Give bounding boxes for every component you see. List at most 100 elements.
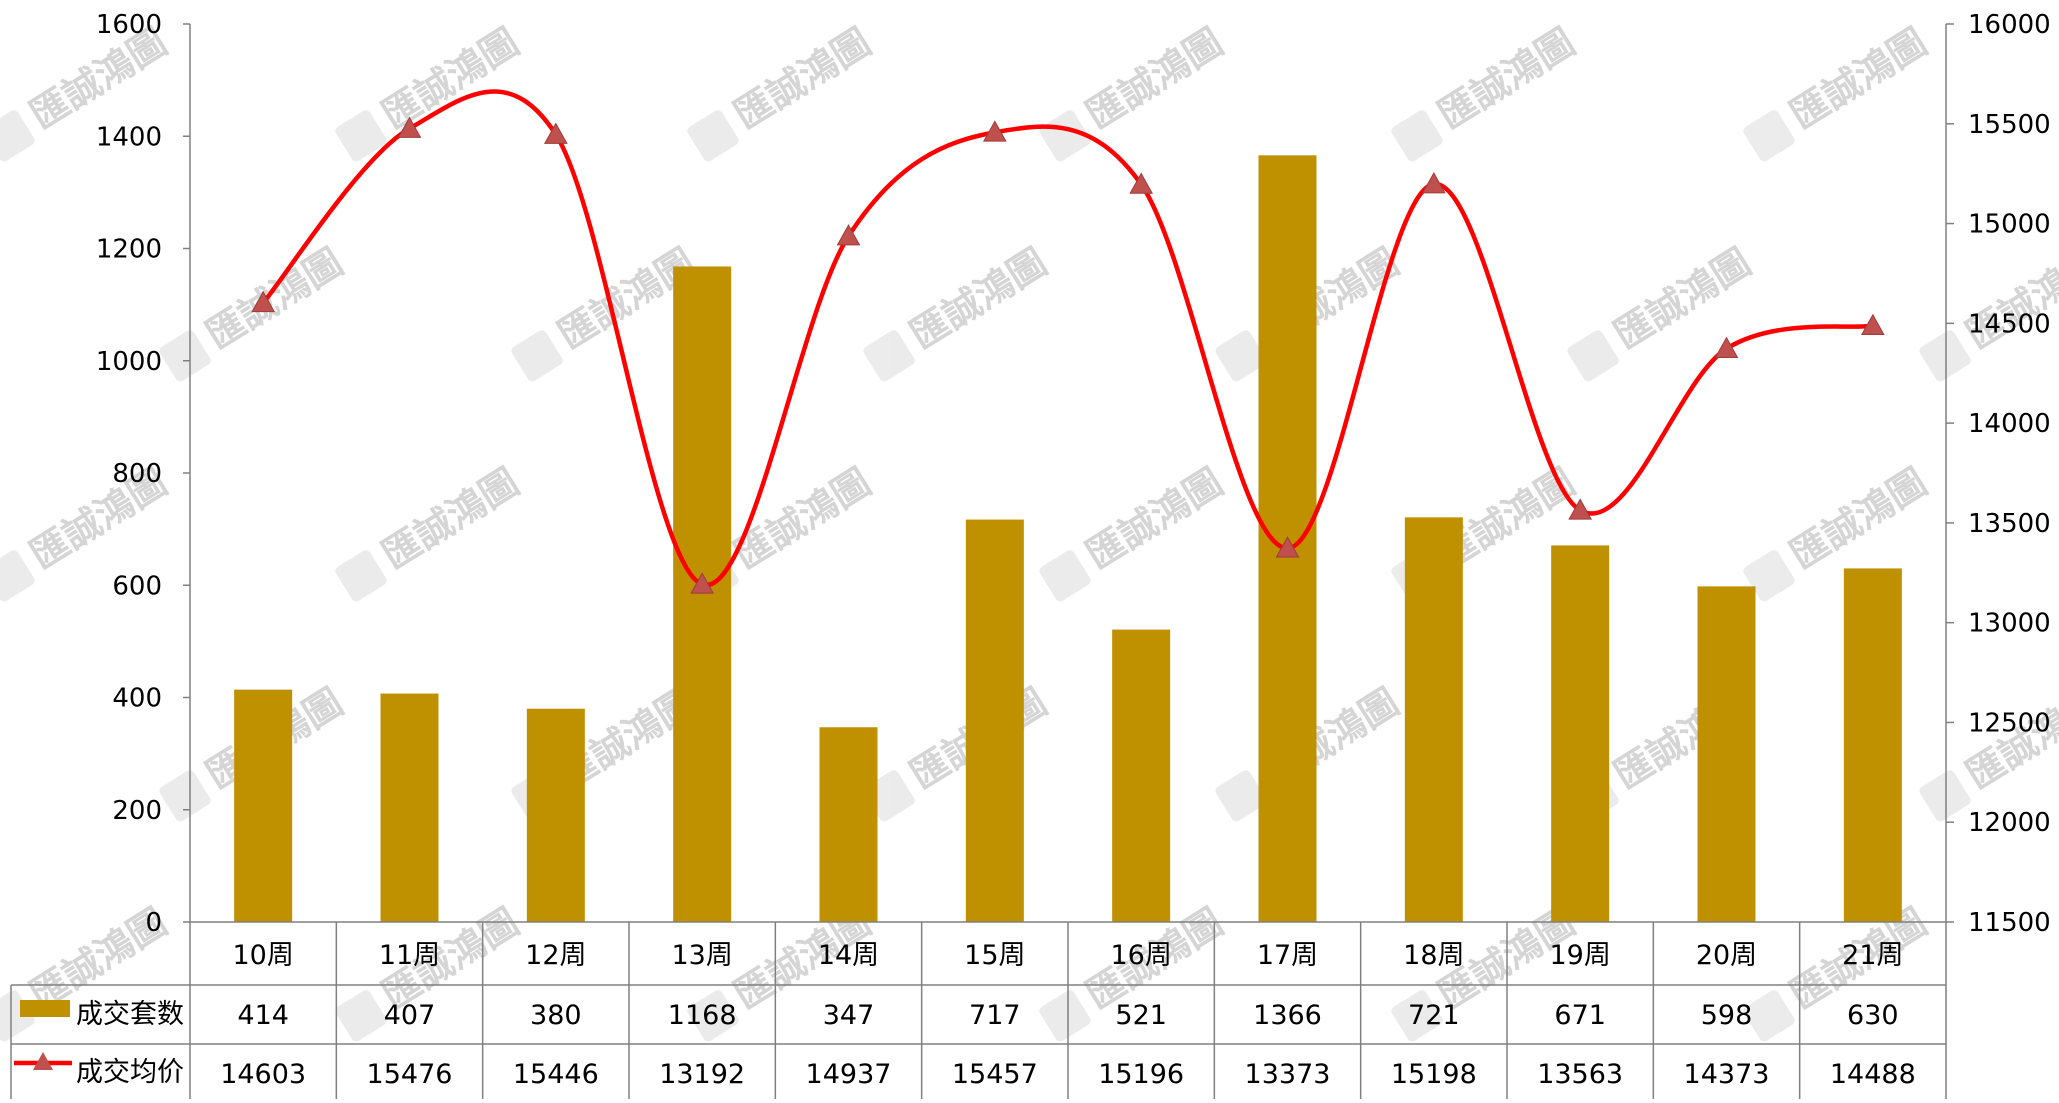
bar-11周	[380, 693, 439, 922]
price-marker-14周	[836, 224, 861, 246]
left-tick-label: 1400	[96, 122, 162, 152]
price-marker-15周	[982, 120, 1007, 142]
watermark-logo	[335, 550, 387, 602]
watermark: 匯誠鴻圖	[1743, 460, 1935, 602]
bar-value-label: 630	[1847, 1000, 1899, 1031]
right-tick-label: 16000	[1968, 10, 2051, 40]
bar-16周	[1112, 629, 1171, 922]
watermark-text: 匯誠鴻圖	[1078, 20, 1230, 138]
bar-value-label: 1366	[1253, 1000, 1322, 1031]
category-label-14周: 14周	[818, 940, 879, 971]
right-tick-label: 14000	[1968, 409, 2051, 439]
watermark-text: 匯誠鴻圖	[1430, 20, 1582, 138]
right-tick-label: 15500	[1968, 110, 2051, 140]
right-tick-label: 14500	[1968, 309, 2051, 339]
bar-13周	[673, 266, 732, 923]
watermark: 匯誠鴻圖	[1039, 20, 1231, 162]
price-value-label: 14373	[1684, 1059, 1770, 1090]
left-tick-label: 1200	[96, 235, 162, 265]
watermark-logo	[1567, 330, 1619, 382]
bar-14周	[819, 727, 878, 922]
watermark-text: 匯誠鴻圖	[374, 460, 526, 578]
price-marker-17周	[1275, 536, 1300, 558]
line-series	[251, 89, 1885, 594]
price-marker-10周	[251, 290, 276, 313]
watermark: 匯誠鴻圖	[863, 240, 1055, 382]
watermark-text: 匯誠鴻圖	[374, 20, 526, 138]
watermark-logo	[1919, 770, 1971, 822]
bar-15周	[965, 519, 1024, 922]
axes: 0 200 400 600 800 1000 1200 1400 1600 11500 12000 1…	[96, 10, 2051, 938]
bar-value-label: 521	[1115, 1000, 1167, 1031]
bar-value-label: 407	[384, 1000, 436, 1031]
watermark-text: 匯誠鴻圖	[902, 240, 1054, 358]
watermark-logo	[687, 990, 739, 1042]
watermark: 匯誠鴻圖	[1039, 460, 1231, 602]
right-tick-label: 12000	[1968, 808, 2051, 838]
watermark-text: 匯誠鴻圖	[198, 240, 350, 358]
bar-21周	[1843, 568, 1902, 922]
price-value-label: 14488	[1830, 1059, 1916, 1090]
watermark-logo	[1039, 550, 1091, 602]
watermark-logo	[1039, 990, 1091, 1042]
price-value-label: 14603	[220, 1059, 306, 1090]
watermark: 匯誠鴻圖	[1391, 20, 1583, 162]
bar-value-label: 598	[1701, 1000, 1753, 1031]
bar-value-label: 721	[1408, 1000, 1460, 1031]
legend-bar-label: 成交套数	[76, 999, 184, 1030]
watermark-text: 匯誠鴻圖	[1078, 460, 1230, 578]
price-marker-16周	[1129, 172, 1154, 194]
right-tick-label: 13000	[1968, 609, 2051, 639]
bar-18周	[1404, 517, 1463, 922]
watermark: 匯誠鴻圖	[1567, 240, 1759, 382]
bar-value-label: 380	[530, 1000, 582, 1031]
watermark-logo	[1743, 990, 1795, 1042]
data-table: 10周 11周 12周 13周 14周 15周 16周 17周 18周 19周 20周 21周成交套数…	[10, 921, 1947, 1099]
watermark-logo	[1743, 550, 1795, 602]
category-label-13周: 13周	[671, 940, 732, 971]
watermark-logo	[159, 770, 211, 822]
bar-20周	[1697, 586, 1756, 922]
watermark: 匯誠鴻圖	[687, 20, 879, 162]
price-marker-12周	[543, 122, 568, 144]
left-tick-label: 200	[112, 796, 162, 826]
category-label-19周: 19周	[1549, 940, 1610, 971]
watermark-logo	[863, 330, 915, 382]
watermark-text: 匯誠鴻圖	[1958, 240, 2059, 358]
watermark-logo	[1039, 110, 1091, 162]
category-label-17周: 17周	[1257, 940, 1318, 971]
watermark-logo	[335, 990, 387, 1042]
watermark-text: 匯誠鴻圖	[1782, 460, 1934, 578]
watermark-logo	[511, 330, 563, 382]
price-value-label: 15196	[1098, 1059, 1184, 1090]
watermark-logo	[0, 550, 35, 602]
bar-value-label: 671	[1554, 1000, 1606, 1031]
bar-series	[234, 155, 1902, 923]
price-marker-18周	[1421, 172, 1446, 194]
price-marker-13周	[690, 572, 715, 594]
watermark-logo	[0, 110, 35, 162]
category-label-20周: 20周	[1696, 940, 1757, 971]
price-value-label: 15476	[367, 1059, 453, 1090]
price-value-label: 13192	[659, 1059, 745, 1090]
category-label-10周: 10周	[232, 940, 293, 971]
price-value-label: 14937	[806, 1059, 892, 1090]
category-label-12周: 12周	[525, 940, 586, 971]
category-label-15周: 15周	[964, 940, 1025, 971]
bar-10周	[234, 689, 293, 922]
category-label-16周: 16周	[1110, 940, 1171, 971]
price-marker-19周	[1568, 498, 1593, 520]
legend-bar-swatch	[20, 1000, 70, 1017]
left-tick-label: 600	[112, 571, 162, 601]
watermark-text: 匯誠鴻圖	[1958, 680, 2059, 798]
left-tick-label: 400	[112, 684, 162, 714]
bar-value-label: 717	[969, 1000, 1021, 1031]
watermark: 匯誠鴻圖	[863, 680, 1055, 822]
watermark-logo	[1391, 110, 1443, 162]
price-value-label: 13563	[1537, 1059, 1623, 1090]
watermark-logo	[335, 110, 387, 162]
watermark-logo	[1391, 990, 1443, 1042]
category-label-21周: 21周	[1842, 940, 1903, 971]
watermark-logo	[1743, 110, 1795, 162]
